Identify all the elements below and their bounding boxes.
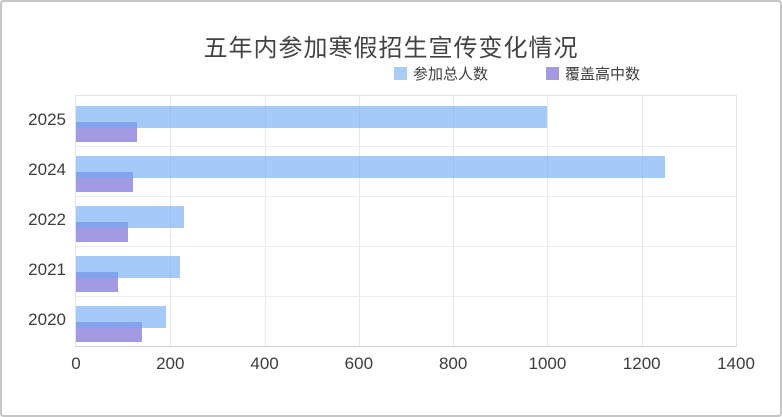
gridline-vertical [547,96,549,346]
legend: 参加总人数 覆盖高中数 [394,63,640,84]
x-axis-label-1000: 1000 [528,354,567,373]
legend-item-schools[interactable]: 覆盖高中数 [546,63,640,84]
legend-swatch-participants-icon [394,67,407,80]
x-axis-labels: 0 200 400 600 800 1000 1200 1400 [2,354,780,376]
gridline-horizontal [76,246,736,247]
bar-participants-2021[interactable] [76,256,180,278]
y-axis-label-2021: 2021 [28,260,66,279]
category-band-2021 [76,246,736,296]
x-axis-label-600: 600 [344,354,374,373]
legend-label-participants: 参加总人数 [413,66,489,83]
x-axis-label-1200: 1200 [622,354,661,373]
category-band-2025 [76,96,736,146]
y-axis-label-2025: 2025 [28,110,66,129]
gridline-vertical [453,96,455,346]
plot-area [75,95,737,347]
y-axis-label-2024: 2024 [28,160,66,179]
gridline-vertical [264,96,266,346]
gridline-horizontal [76,146,736,147]
bar-participants-2025[interactable] [76,106,548,128]
y-axis-label-2022: 2022 [28,210,66,229]
bar-participants-2022[interactable] [76,206,185,228]
gridline-horizontal [76,296,736,297]
y-axis-labels: 2025 2024 2022 2021 2020 [2,95,66,347]
bar-participants-2024[interactable] [76,156,666,178]
legend-swatch-schools-icon [546,67,560,80]
x-axis-label-800: 800 [438,354,468,373]
category-band-2022 [76,196,736,246]
legend-label-schools: 覆盖高中数 [565,66,641,83]
chart-title: 五年内参加寒假招生宣传变化情况 [203,35,579,62]
y-axis-label-2020: 2020 [28,310,66,329]
bar-participants-2020[interactable] [76,306,166,328]
gridline-horizontal [76,196,736,197]
x-axis-label-1400: 1400 [717,354,755,373]
x-axis-label-400: 400 [250,354,279,373]
gridline-vertical [641,96,643,346]
x-axis-label-0: 0 [71,354,81,373]
legend-item-participants[interactable]: 参加总人数 [394,63,488,84]
category-band-2020 [76,296,736,346]
category-band-2024 [76,146,736,196]
gridline-vertical [358,96,360,346]
x-axis-label-200: 200 [156,354,185,373]
